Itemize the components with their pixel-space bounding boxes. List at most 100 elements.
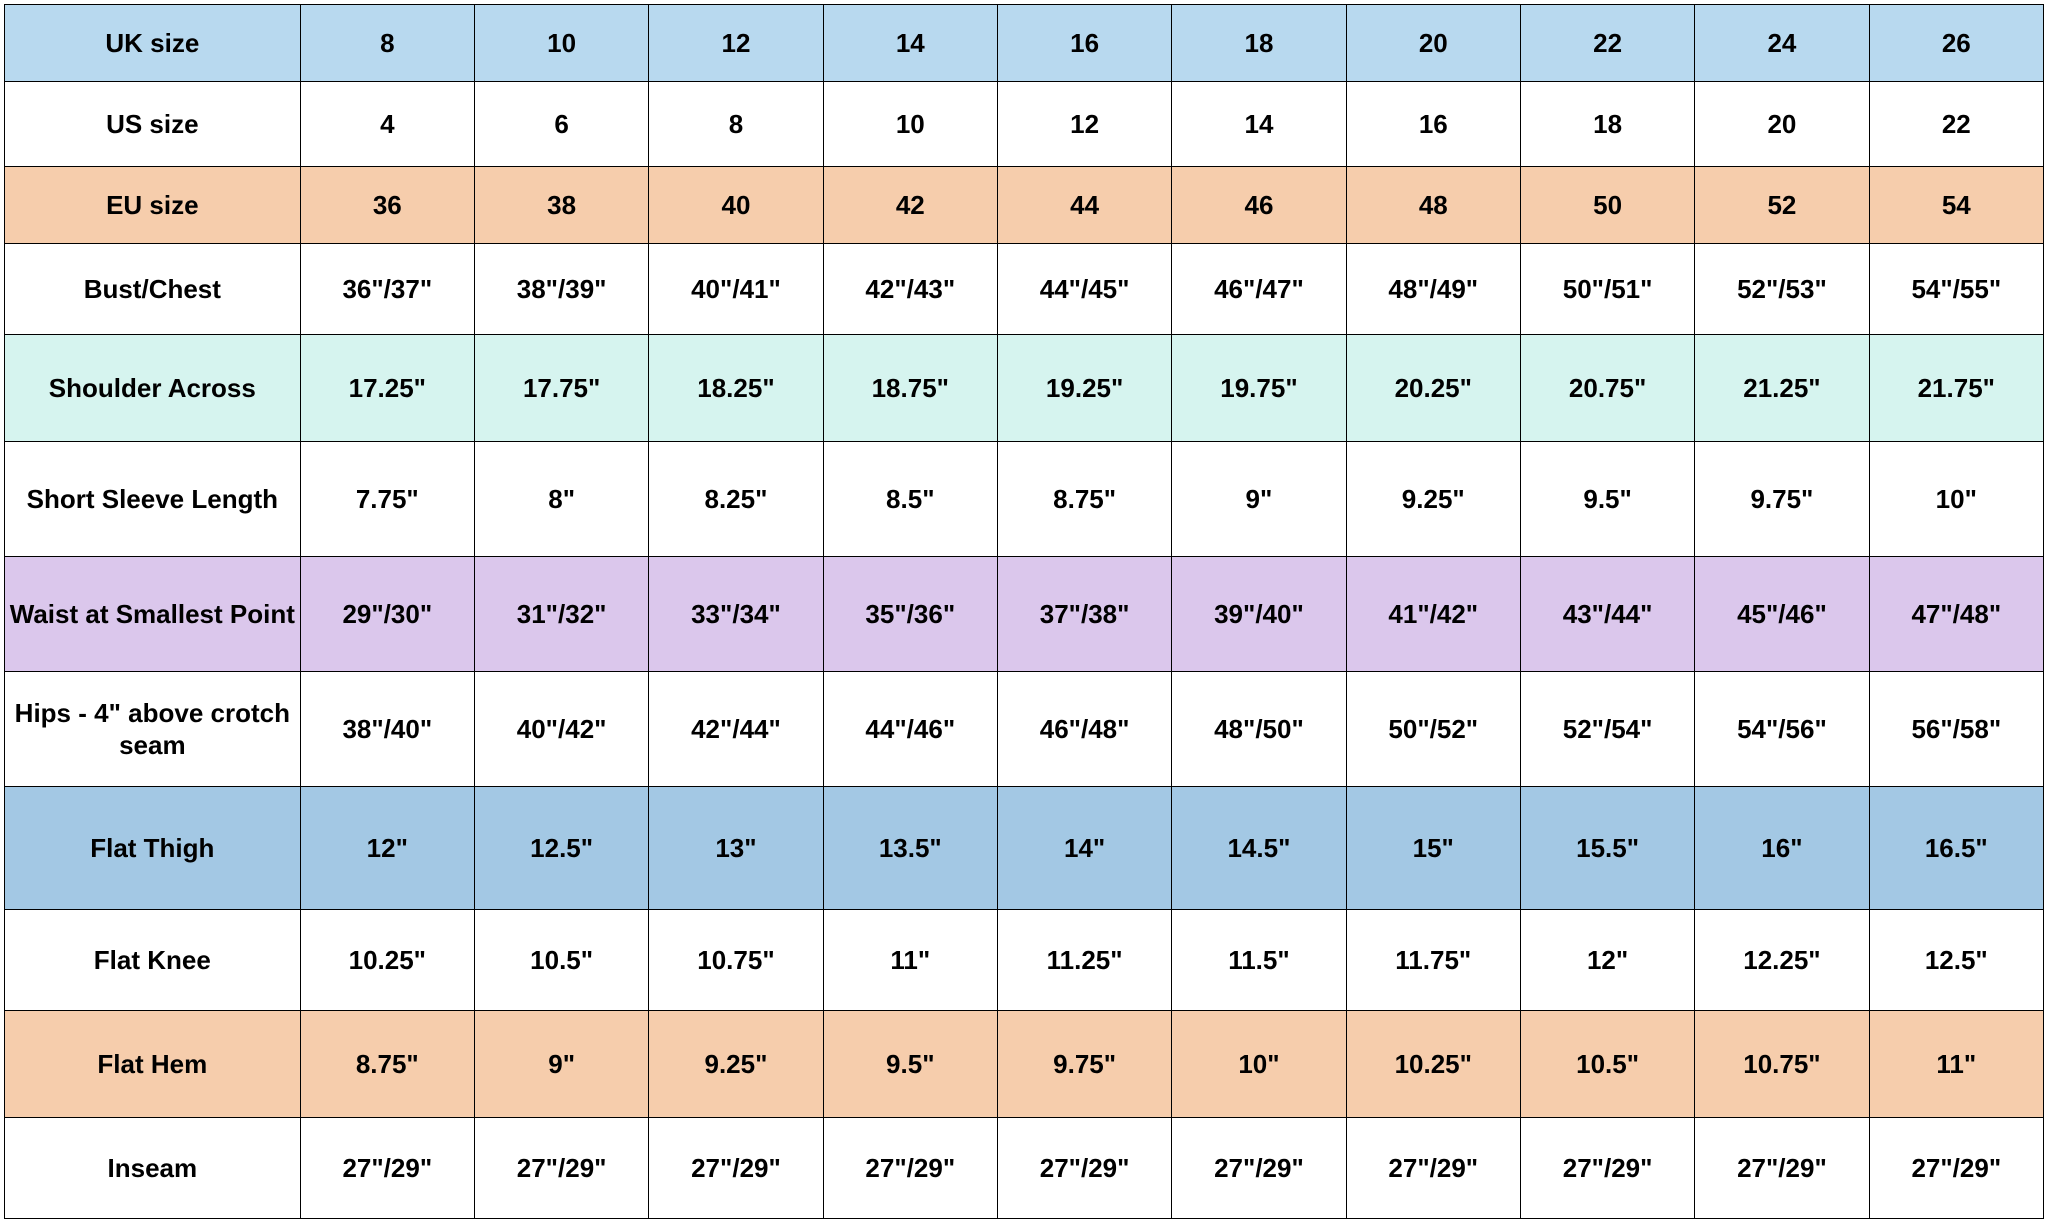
table-cell: 8.25" bbox=[649, 442, 823, 557]
row-label: Bust/Chest bbox=[5, 244, 301, 335]
table-cell: 19.75" bbox=[1172, 335, 1346, 442]
table-cell: 45"/46" bbox=[1695, 557, 1869, 672]
table-cell: 11.5" bbox=[1172, 910, 1346, 1011]
table-cell: 20.25" bbox=[1346, 335, 1520, 442]
table-cell: 54 bbox=[1869, 167, 2043, 244]
table-cell: 8" bbox=[474, 442, 648, 557]
table-row: Waist at Smallest Point29"/30"31"/32"33"… bbox=[5, 557, 2044, 672]
table-cell: 40 bbox=[649, 167, 823, 244]
table-cell: 22 bbox=[1869, 82, 2043, 167]
table-cell: 36 bbox=[300, 167, 474, 244]
table-cell: 18.25" bbox=[649, 335, 823, 442]
table-cell: 22 bbox=[1520, 5, 1694, 82]
table-cell: 46"/48" bbox=[997, 672, 1171, 787]
table-cell: 48"/50" bbox=[1172, 672, 1346, 787]
table-cell: 10.75" bbox=[649, 910, 823, 1011]
table-cell: 42 bbox=[823, 167, 997, 244]
table-cell: 11" bbox=[823, 910, 997, 1011]
table-cell: 46 bbox=[1172, 167, 1346, 244]
table-cell: 42"/43" bbox=[823, 244, 997, 335]
table-cell: 27"/29" bbox=[300, 1118, 474, 1219]
table-cell: 44"/46" bbox=[823, 672, 997, 787]
table-cell: 11" bbox=[1869, 1011, 2043, 1118]
table-cell: 50"/51" bbox=[1520, 244, 1694, 335]
table-cell: 17.25" bbox=[300, 335, 474, 442]
table-cell: 8.5" bbox=[823, 442, 997, 557]
table-cell: 12" bbox=[1520, 910, 1694, 1011]
table-cell: 10.25" bbox=[1346, 1011, 1520, 1118]
table-cell: 9.5" bbox=[823, 1011, 997, 1118]
table-cell: 27"/29" bbox=[474, 1118, 648, 1219]
table-cell: 9.75" bbox=[1695, 442, 1869, 557]
table-cell: 38"/39" bbox=[474, 244, 648, 335]
table-cell: 36"/37" bbox=[300, 244, 474, 335]
table-cell: 16 bbox=[997, 5, 1171, 82]
table-row: Flat Knee10.25"10.5"10.75"11"11.25"11.5"… bbox=[5, 910, 2044, 1011]
table-cell: 13.5" bbox=[823, 787, 997, 910]
table-cell: 27"/29" bbox=[1346, 1118, 1520, 1219]
table-cell: 40"/42" bbox=[474, 672, 648, 787]
table-cell: 7.75" bbox=[300, 442, 474, 557]
table-cell: 24 bbox=[1695, 5, 1869, 82]
size-chart-body: UK size8101214161820222426US size4681012… bbox=[5, 5, 2044, 1219]
table-cell: 15" bbox=[1346, 787, 1520, 910]
table-cell: 20 bbox=[1695, 82, 1869, 167]
table-cell: 19.25" bbox=[997, 335, 1171, 442]
table-cell: 4 bbox=[300, 82, 474, 167]
table-cell: 52"/53" bbox=[1695, 244, 1869, 335]
table-cell: 11.25" bbox=[997, 910, 1171, 1011]
table-cell: 15.5" bbox=[1520, 787, 1694, 910]
table-cell: 31"/32" bbox=[474, 557, 648, 672]
table-cell: 21.25" bbox=[1695, 335, 1869, 442]
table-cell: 42"/44" bbox=[649, 672, 823, 787]
table-cell: 16" bbox=[1695, 787, 1869, 910]
table-row: Hips - 4" above crotch seam38"/40"40"/42… bbox=[5, 672, 2044, 787]
table-cell: 14 bbox=[823, 5, 997, 82]
table-cell: 33"/34" bbox=[649, 557, 823, 672]
table-cell: 12" bbox=[300, 787, 474, 910]
table-cell: 8 bbox=[649, 82, 823, 167]
table-cell: 27"/29" bbox=[1695, 1118, 1869, 1219]
table-cell: 52"/54" bbox=[1520, 672, 1694, 787]
table-cell: 10.5" bbox=[474, 910, 648, 1011]
table-cell: 10.25" bbox=[300, 910, 474, 1011]
table-row: Flat Thigh12"12.5"13"13.5"14"14.5"15"15.… bbox=[5, 787, 2044, 910]
table-cell: 9" bbox=[474, 1011, 648, 1118]
row-label: Flat Hem bbox=[5, 1011, 301, 1118]
table-cell: 10.5" bbox=[1520, 1011, 1694, 1118]
table-cell: 14" bbox=[997, 787, 1171, 910]
table-cell: 27"/29" bbox=[997, 1118, 1171, 1219]
table-cell: 50 bbox=[1520, 167, 1694, 244]
table-cell: 8 bbox=[300, 5, 474, 82]
table-cell: 54"/55" bbox=[1869, 244, 2043, 335]
table-cell: 20 bbox=[1346, 5, 1520, 82]
row-label: Short Sleeve Length bbox=[5, 442, 301, 557]
row-label: UK size bbox=[5, 5, 301, 82]
table-cell: 27"/29" bbox=[649, 1118, 823, 1219]
row-label: Hips - 4" above crotch seam bbox=[5, 672, 301, 787]
table-cell: 35"/36" bbox=[823, 557, 997, 672]
table-cell: 9.25" bbox=[649, 1011, 823, 1118]
row-label: Inseam bbox=[5, 1118, 301, 1219]
table-cell: 29"/30" bbox=[300, 557, 474, 672]
row-label: Shoulder Across bbox=[5, 335, 301, 442]
table-cell: 11.75" bbox=[1346, 910, 1520, 1011]
table-cell: 27"/29" bbox=[1520, 1118, 1694, 1219]
table-cell: 56"/58" bbox=[1869, 672, 2043, 787]
table-cell: 18.75" bbox=[823, 335, 997, 442]
table-cell: 16.5" bbox=[1869, 787, 2043, 910]
table-row: Flat Hem8.75"9"9.25"9.5"9.75"10"10.25"10… bbox=[5, 1011, 2044, 1118]
table-cell: 37"/38" bbox=[997, 557, 1171, 672]
table-row: Inseam27"/29"27"/29"27"/29"27"/29"27"/29… bbox=[5, 1118, 2044, 1219]
table-row: Short Sleeve Length7.75"8"8.25"8.5"8.75"… bbox=[5, 442, 2044, 557]
table-cell: 26 bbox=[1869, 5, 2043, 82]
table-cell: 54"/56" bbox=[1695, 672, 1869, 787]
table-cell: 20.75" bbox=[1520, 335, 1694, 442]
table-cell: 48"/49" bbox=[1346, 244, 1520, 335]
table-cell: 12.25" bbox=[1695, 910, 1869, 1011]
table-cell: 27"/29" bbox=[1869, 1118, 2043, 1219]
table-cell: 21.75" bbox=[1869, 335, 2043, 442]
row-label: Flat Thigh bbox=[5, 787, 301, 910]
table-cell: 39"/40" bbox=[1172, 557, 1346, 672]
table-cell: 14.5" bbox=[1172, 787, 1346, 910]
